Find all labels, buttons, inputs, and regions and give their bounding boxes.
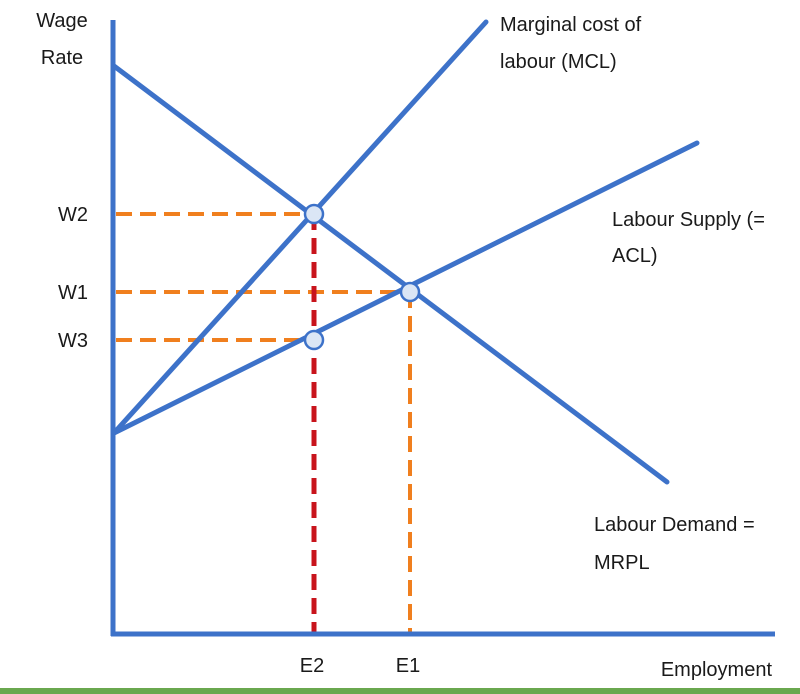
mcl-label-line1: Marginal cost of (500, 14, 642, 36)
supply-label-line1: Labour Supply (= (612, 209, 765, 231)
mcl-label-line2: labour (MCL) (500, 51, 617, 73)
tick-e2: E2 (300, 655, 324, 677)
footer-bar (0, 688, 800, 694)
demand-label-line2: MRPL (594, 552, 650, 574)
point-w1-e1 (399, 281, 421, 303)
tick-w1: W1 (58, 282, 88, 304)
tick-e1: E1 (396, 655, 420, 677)
supply-label-line2: ACL) (612, 245, 658, 267)
tick-w3: W3 (58, 330, 88, 352)
x-axis-label: Employment (661, 659, 773, 681)
point-w2-e2 (303, 203, 325, 225)
tick-w2: W2 (58, 204, 88, 226)
mcl-curve (111, 19, 489, 436)
y-axis-label-line2: Rate (41, 47, 83, 69)
y-axis-label-line1: Wage (36, 10, 88, 32)
point-w3-e2 (303, 329, 325, 351)
labour-demand-curve (111, 63, 670, 485)
demand-label-line1: Labour Demand = (594, 514, 755, 536)
